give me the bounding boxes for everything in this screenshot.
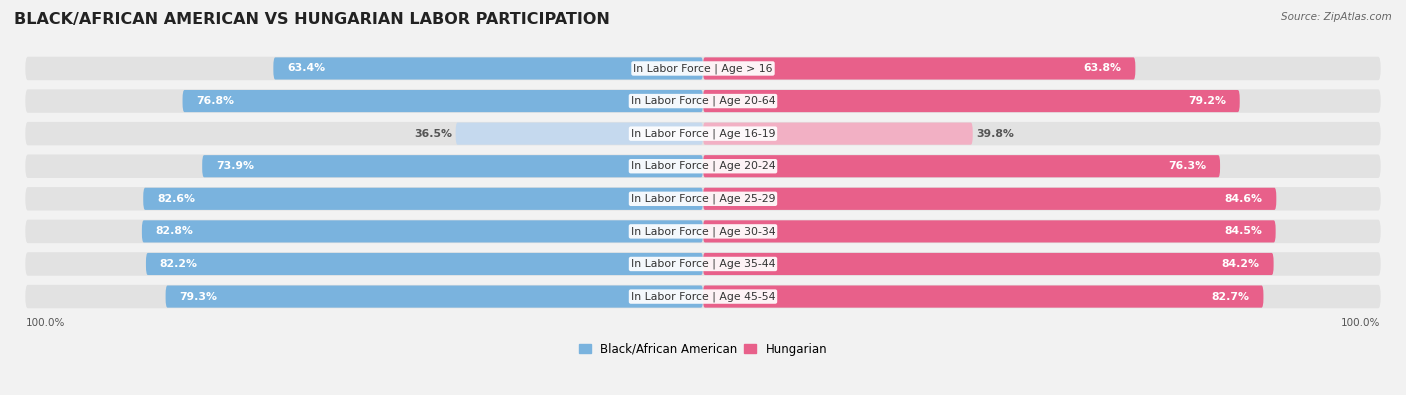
Text: In Labor Force | Age 35-44: In Labor Force | Age 35-44 (631, 259, 775, 269)
FancyBboxPatch shape (703, 220, 1275, 243)
FancyBboxPatch shape (25, 187, 1381, 211)
FancyBboxPatch shape (703, 90, 1240, 112)
FancyBboxPatch shape (25, 285, 1381, 308)
FancyBboxPatch shape (456, 122, 703, 145)
Text: In Labor Force | Age 30-34: In Labor Force | Age 30-34 (631, 226, 775, 237)
FancyBboxPatch shape (25, 252, 1381, 276)
Text: Source: ZipAtlas.com: Source: ZipAtlas.com (1281, 12, 1392, 22)
Text: 84.2%: 84.2% (1222, 259, 1260, 269)
FancyBboxPatch shape (703, 253, 1274, 275)
Text: 73.9%: 73.9% (217, 161, 254, 171)
Text: In Labor Force | Age > 16: In Labor Force | Age > 16 (633, 63, 773, 74)
FancyBboxPatch shape (143, 188, 703, 210)
Text: 100.0%: 100.0% (1341, 318, 1381, 328)
Text: 76.3%: 76.3% (1168, 161, 1206, 171)
FancyBboxPatch shape (166, 286, 703, 308)
Text: In Labor Force | Age 20-64: In Labor Force | Age 20-64 (631, 96, 775, 106)
FancyBboxPatch shape (25, 154, 1381, 178)
FancyBboxPatch shape (25, 57, 1381, 80)
Text: 39.8%: 39.8% (976, 129, 1014, 139)
Text: 82.8%: 82.8% (156, 226, 194, 236)
Text: 82.6%: 82.6% (157, 194, 195, 204)
FancyBboxPatch shape (703, 188, 1277, 210)
Text: 100.0%: 100.0% (25, 318, 65, 328)
FancyBboxPatch shape (142, 220, 703, 243)
FancyBboxPatch shape (25, 89, 1381, 113)
Text: In Labor Force | Age 45-54: In Labor Force | Age 45-54 (631, 292, 775, 302)
Text: BLACK/AFRICAN AMERICAN VS HUNGARIAN LABOR PARTICIPATION: BLACK/AFRICAN AMERICAN VS HUNGARIAN LABO… (14, 12, 610, 27)
Legend: Black/African American, Hungarian: Black/African American, Hungarian (574, 338, 832, 360)
FancyBboxPatch shape (703, 155, 1220, 177)
Text: 84.6%: 84.6% (1225, 194, 1263, 204)
FancyBboxPatch shape (25, 220, 1381, 243)
Text: 79.2%: 79.2% (1188, 96, 1226, 106)
FancyBboxPatch shape (703, 286, 1264, 308)
FancyBboxPatch shape (202, 155, 703, 177)
FancyBboxPatch shape (146, 253, 703, 275)
Text: 36.5%: 36.5% (415, 129, 453, 139)
Text: In Labor Force | Age 25-29: In Labor Force | Age 25-29 (631, 194, 775, 204)
FancyBboxPatch shape (25, 122, 1381, 145)
Text: 82.2%: 82.2% (160, 259, 198, 269)
Text: 82.7%: 82.7% (1212, 292, 1250, 301)
Text: In Labor Force | Age 16-19: In Labor Force | Age 16-19 (631, 128, 775, 139)
Text: In Labor Force | Age 20-24: In Labor Force | Age 20-24 (631, 161, 775, 171)
FancyBboxPatch shape (703, 122, 973, 145)
FancyBboxPatch shape (703, 57, 1136, 79)
Text: 76.8%: 76.8% (197, 96, 235, 106)
Text: 84.5%: 84.5% (1225, 226, 1261, 236)
Text: 79.3%: 79.3% (180, 292, 218, 301)
FancyBboxPatch shape (273, 57, 703, 79)
Text: 63.4%: 63.4% (287, 64, 325, 73)
FancyBboxPatch shape (183, 90, 703, 112)
Text: 63.8%: 63.8% (1084, 64, 1122, 73)
